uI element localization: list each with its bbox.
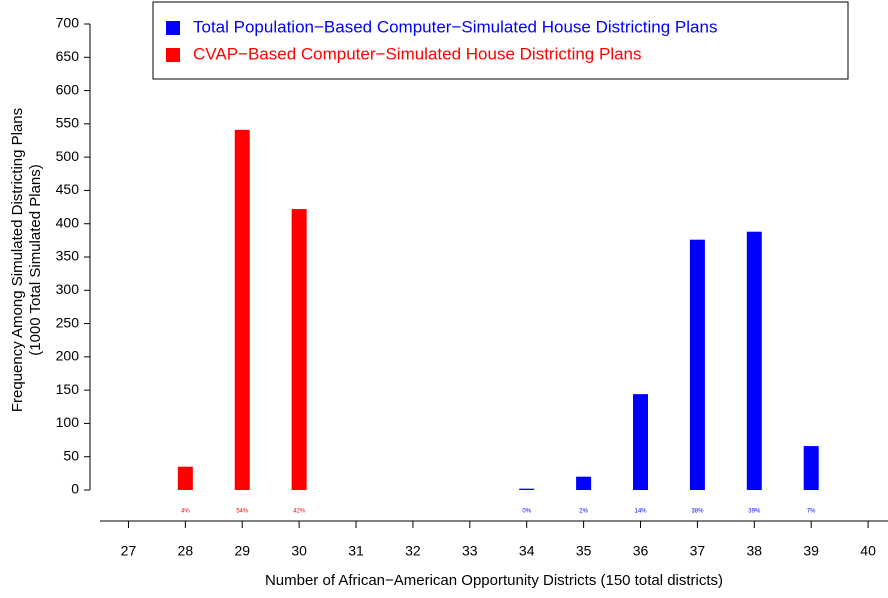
legend-swatch xyxy=(166,21,180,35)
y-tick-label: 0 xyxy=(71,481,79,497)
y-tick-label: 650 xyxy=(56,48,80,64)
x-tick-label: 37 xyxy=(690,543,706,559)
legend-swatch xyxy=(166,48,180,62)
y-tick-label: 550 xyxy=(56,115,80,131)
y-axis-title: Frequency Among Simulated Districting Pl… xyxy=(9,108,26,412)
y-tick-label: 450 xyxy=(56,181,80,197)
bar xyxy=(234,129,250,490)
bar xyxy=(803,446,819,490)
y-tick-label: 150 xyxy=(56,381,80,397)
y-tick-label: 600 xyxy=(56,81,80,97)
percent-label: 42% xyxy=(293,509,306,515)
bar xyxy=(519,488,535,490)
legend-box xyxy=(152,1,849,80)
y-tick-label: 400 xyxy=(56,214,80,230)
bar xyxy=(177,466,193,490)
percent-label: 7% xyxy=(807,509,816,515)
percent-label: 2% xyxy=(579,509,588,515)
bar xyxy=(576,476,592,490)
x-tick-label: 31 xyxy=(348,543,364,559)
y-tick-label: 700 xyxy=(56,15,80,31)
y-axis-title: (1000 Total Simulated Plans) xyxy=(27,164,44,356)
y-tick-label: 500 xyxy=(56,148,80,164)
percent-label: 39% xyxy=(748,509,761,515)
legend-label: CVAP−Based Computer−Simulated House Dist… xyxy=(193,44,642,63)
x-tick-label: 39 xyxy=(803,543,819,559)
x-tick-label: 27 xyxy=(121,543,137,559)
bar xyxy=(633,394,649,490)
y-tick-label: 350 xyxy=(56,248,80,264)
bar xyxy=(689,239,705,490)
x-tick-label: 34 xyxy=(519,543,535,559)
x-tick-label: 28 xyxy=(178,543,194,559)
x-tick-label: 38 xyxy=(747,543,763,559)
percent-label: 4% xyxy=(181,509,190,515)
legend-label: Total Population−Based Computer−Simulate… xyxy=(193,17,717,36)
y-tick-label: 250 xyxy=(56,314,80,330)
bar xyxy=(746,231,762,490)
x-tick-label: 33 xyxy=(462,543,478,559)
percent-label: 0% xyxy=(522,509,531,515)
bar xyxy=(291,209,307,490)
x-tick-label: 35 xyxy=(576,543,592,559)
x-axis-title: Number of African−American Opportunity D… xyxy=(265,572,723,589)
y-tick-label: 100 xyxy=(56,414,80,430)
y-axis-title-group: Frequency Among Simulated Districting Pl… xyxy=(9,108,44,412)
x-tick-label: 40 xyxy=(860,543,876,559)
y-tick-label: 50 xyxy=(63,447,79,463)
y-tick-label: 200 xyxy=(56,348,80,364)
x-tick-label: 29 xyxy=(234,543,250,559)
x-tick-label: 30 xyxy=(291,543,307,559)
x-tick-label: 32 xyxy=(405,543,421,559)
percent-label: 14% xyxy=(634,509,647,515)
percent-label: 54% xyxy=(236,509,249,515)
y-tick-label: 300 xyxy=(56,281,80,297)
percent-label: 38% xyxy=(691,509,704,515)
x-tick-label: 36 xyxy=(633,543,649,559)
